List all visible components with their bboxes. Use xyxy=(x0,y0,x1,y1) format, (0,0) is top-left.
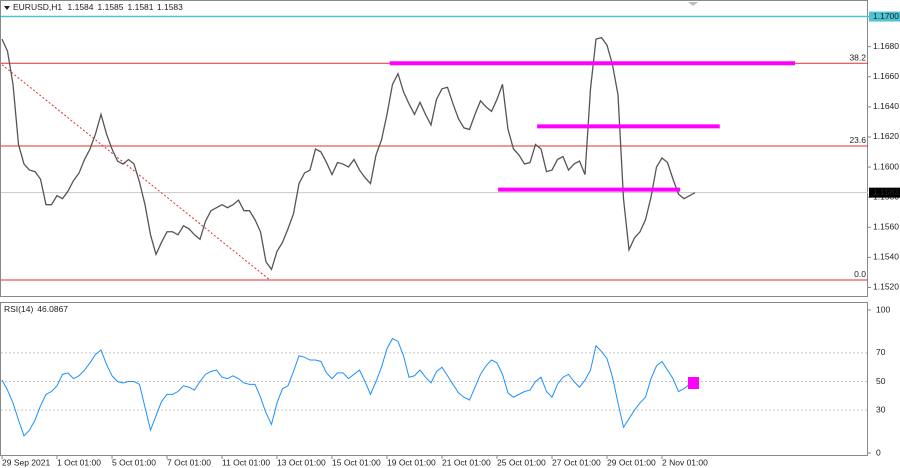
price-line xyxy=(1,36,696,271)
fib-label: 38.2 xyxy=(849,52,866,62)
x-tick-label: 21 Oct 01:00 xyxy=(442,457,491,467)
rsi-header: RSI(14) 46.0867 xyxy=(4,304,68,314)
y-tick-label: 1.1660 xyxy=(873,71,899,81)
x-tick-label: 7 Oct 01:00 xyxy=(167,457,211,467)
rsi-title: RSI(14) xyxy=(4,304,33,314)
x-tick-label: 2 Nov 01:00 xyxy=(662,457,708,467)
fib-label: 0.0 xyxy=(854,269,866,279)
price-panel xyxy=(0,0,868,297)
y-tick-label: 1.1540 xyxy=(873,252,899,262)
rsi-value: 46.0867 xyxy=(37,304,68,314)
x-tick-label: 19 Oct 01:00 xyxy=(387,457,436,467)
y-tick-label: 1.1520 xyxy=(873,282,899,292)
open: 1.1584 xyxy=(68,2,94,12)
y-tick-label: 1.1560 xyxy=(873,222,899,232)
fib-label: 23.6 xyxy=(849,135,866,145)
x-tick-label: 11 Oct 01:00 xyxy=(222,457,270,467)
x-tick-label: 1 Oct 01:00 xyxy=(57,457,101,467)
menu-arrow[interactable] xyxy=(4,6,10,10)
rsi-tick-label: 30 xyxy=(876,404,886,414)
x-tick-label: 25 Oct 01:00 xyxy=(497,457,546,467)
x-tick-label: 5 Oct 01:00 xyxy=(112,457,156,467)
y-tick-label: 1.1620 xyxy=(873,131,899,141)
rsi-tick-label: 100 xyxy=(876,304,890,314)
high: 1.1585 xyxy=(98,2,124,12)
close: 1.1583 xyxy=(157,2,183,12)
symbol: EURUSD,H1 xyxy=(13,2,62,12)
x-tick-label: 27 Oct 01:00 xyxy=(552,457,601,467)
x-tick-label: 13 Oct 01:00 xyxy=(277,457,326,467)
trendline xyxy=(1,64,271,281)
x-tick-label: 15 Oct 01:00 xyxy=(332,457,381,467)
rsi-tick-label: 50 xyxy=(876,376,886,386)
rsi-panel xyxy=(0,302,868,456)
current-price-label: 1.1583 xyxy=(873,187,899,197)
y-tick-label: 1.1680 xyxy=(873,41,899,51)
rsi-line xyxy=(1,337,696,437)
rsi-marker xyxy=(688,377,699,389)
rsi-tick-label: 70 xyxy=(876,347,886,357)
x-tick-label: 29 Oct 01:00 xyxy=(607,457,656,467)
y-tick-label: 1.1640 xyxy=(873,101,899,111)
symbol-header: EURUSD,H1 1.1584 1.1585 1.1581 1.1583 xyxy=(13,2,183,12)
low: 1.1581 xyxy=(128,2,154,12)
alert-price-box xyxy=(869,11,900,22)
x-tick-label: 29 Sep 2021 xyxy=(2,457,50,467)
y-tick-label: 1.1600 xyxy=(873,161,899,171)
scroll-marker xyxy=(688,2,698,6)
current-price-box xyxy=(869,187,900,198)
y-tick-label: 1.1700 xyxy=(873,11,899,21)
rsi-tick-label: 0 xyxy=(876,447,881,457)
